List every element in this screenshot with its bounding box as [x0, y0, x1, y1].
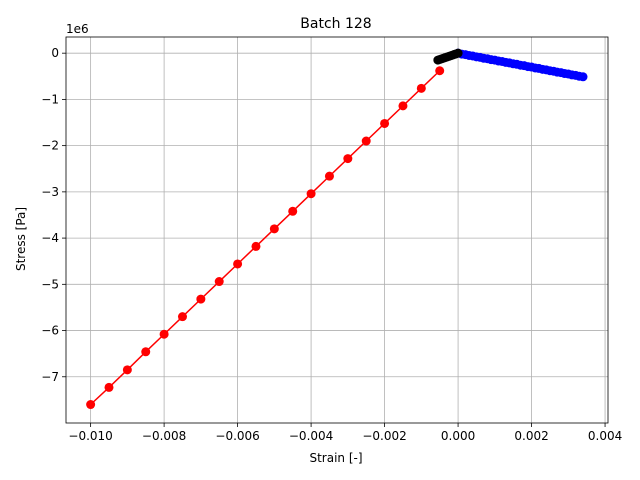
- x-tick-label: −0.004: [289, 429, 333, 443]
- x-axis-label: Strain [-]: [309, 451, 362, 465]
- data-point: [104, 382, 114, 392]
- data-point: [251, 241, 261, 251]
- y-tick-label: −7: [41, 370, 59, 384]
- x-tick-label: 0.004: [588, 429, 622, 443]
- y-tick-label: 0: [51, 46, 59, 60]
- data-point: [380, 118, 390, 128]
- data-point: [578, 72, 588, 82]
- x-tick-label: −0.008: [142, 429, 186, 443]
- x-tick-label: −0.010: [68, 429, 112, 443]
- data-point: [269, 224, 279, 234]
- data-point: [288, 206, 298, 216]
- data-point: [159, 329, 169, 339]
- data-point: [233, 259, 243, 269]
- data-point: [435, 66, 445, 76]
- axes: −0.010 −0.008 −0.006 −0.004 −0.002 0.000 0.002…: [41, 36, 622, 443]
- data-point: [343, 154, 353, 164]
- y-tick-label: −5: [41, 277, 59, 291]
- y-tick-label: −1: [41, 92, 59, 106]
- x-tick-label: −0.002: [362, 429, 406, 443]
- x-tick-label: −0.006: [215, 429, 259, 443]
- plot-frame: [65, 36, 609, 424]
- data-point: [86, 400, 96, 410]
- x-tick-label: 0.000: [441, 429, 475, 443]
- series-2: [453, 48, 588, 82]
- series-3: [433, 48, 463, 65]
- data-point: [398, 101, 408, 111]
- data-point: [122, 365, 132, 375]
- y-offset-label: 1e6: [66, 22, 89, 36]
- data-point: [453, 48, 463, 58]
- x-tick-label: 0.002: [514, 429, 548, 443]
- grid-lines: [66, 37, 608, 423]
- data-series: [86, 48, 588, 410]
- y-tick-label: −3: [41, 185, 59, 199]
- y-axis-label: Stress [Pa]: [14, 207, 28, 271]
- data-point: [416, 83, 426, 93]
- y-tick-label: −4: [41, 231, 59, 245]
- data-point: [196, 294, 206, 304]
- data-point: [177, 312, 187, 322]
- data-point: [306, 189, 316, 199]
- data-point: [361, 136, 371, 146]
- data-point: [214, 277, 224, 287]
- chart-title: Batch 128: [300, 16, 371, 32]
- data-point: [141, 347, 151, 357]
- series-1: [86, 66, 445, 410]
- data-point: [324, 171, 334, 181]
- y-tick-label: −2: [41, 139, 59, 153]
- y-tick-label: −6: [41, 324, 59, 338]
